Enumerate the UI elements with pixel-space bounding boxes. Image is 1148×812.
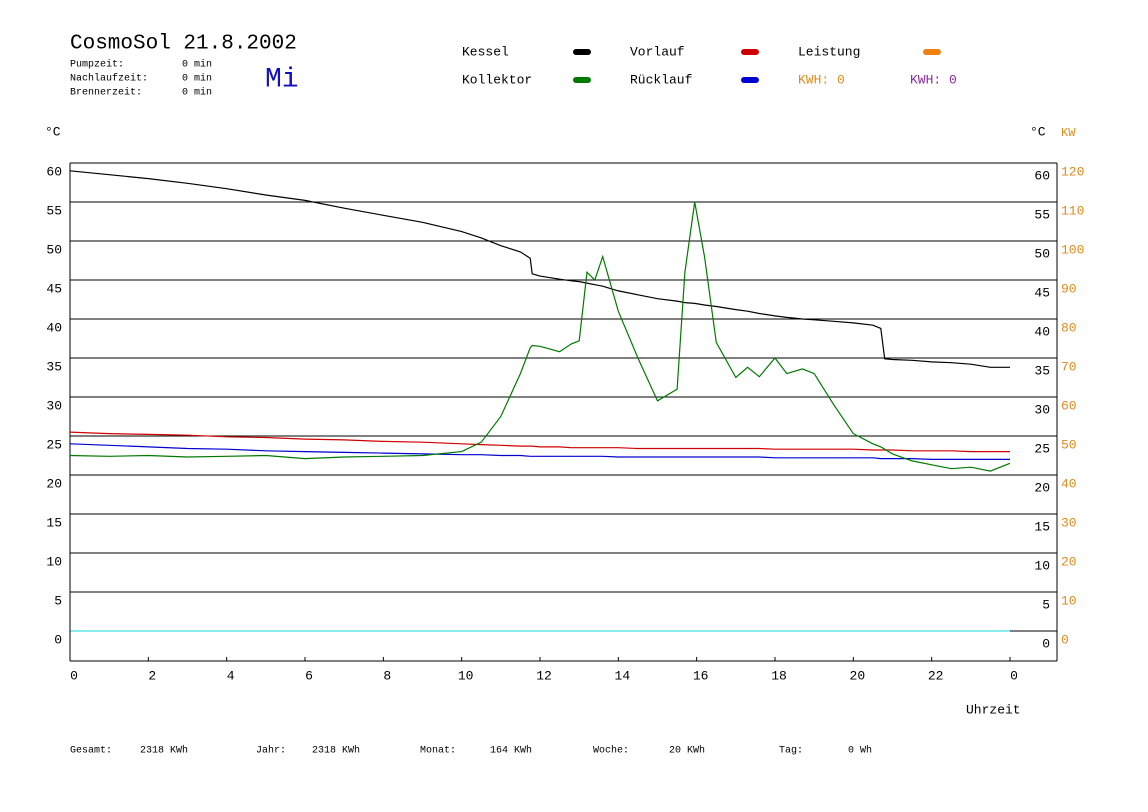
- footer-label: Jahr:: [256, 745, 286, 757]
- y-tick-label: 5: [54, 593, 62, 608]
- footer-label: Tag:: [779, 746, 803, 757]
- y-tick-label: 50: [46, 242, 62, 257]
- y2-tick-label: 0: [1061, 632, 1069, 647]
- series-line: [69, 170, 1010, 368]
- legend-label: Rücklauf: [630, 72, 692, 87]
- stat-label: Nachlaufzeit:: [70, 73, 148, 85]
- chart-title: CosmoSol 21.8.2002: [70, 33, 297, 56]
- x-tick-label: 2: [148, 668, 156, 683]
- footer-value: 2318 KWh: [312, 745, 360, 757]
- y2-tick-label: 50: [1061, 437, 1077, 452]
- x-tick-label: 0: [70, 668, 78, 683]
- kwh-label: KWH: 0: [798, 72, 845, 87]
- x-tick-label: 10: [458, 668, 474, 683]
- y-tick-label-right: 35: [1034, 363, 1050, 378]
- footer-label: Woche:: [593, 745, 629, 757]
- y-tick-label-right: 45: [1034, 285, 1050, 300]
- y2-tick-label: 110: [1061, 203, 1084, 218]
- y-tick-label-right: 20: [1034, 480, 1050, 495]
- legend-label: Kollektor: [462, 72, 532, 87]
- stat-label: Brennerzeit:: [70, 87, 142, 99]
- footer-label: Monat:: [420, 746, 456, 757]
- kwh-label: KWH: 0: [910, 72, 957, 87]
- x-axis-label: Uhrzeit: [966, 702, 1021, 717]
- x-tick-label: 6: [305, 668, 313, 683]
- y-tick-label-right: 30: [1034, 402, 1050, 417]
- x-tick-label: 0: [1010, 668, 1018, 683]
- x-tick-label: 20: [850, 668, 866, 683]
- footer-label: Gesamt:: [70, 746, 112, 757]
- legend-label: Leistung: [798, 44, 860, 59]
- y-tick-label: 35: [46, 359, 62, 374]
- y-tick-label: 40: [46, 320, 62, 335]
- x-tick-label: 16: [693, 668, 709, 683]
- y2-tick-label: 70: [1061, 359, 1077, 374]
- stat-value: 0 min: [182, 59, 212, 71]
- y-tick-label: 10: [46, 554, 62, 569]
- footer-value: 20 KWh: [669, 745, 705, 757]
- series-line: [69, 443, 1010, 460]
- y2-tick-label: 90: [1061, 281, 1077, 296]
- legend-label: Vorlauf: [630, 44, 685, 59]
- footer-value: 2318 KWh: [140, 745, 188, 757]
- y-axis-unit: °C: [45, 124, 61, 139]
- y-tick-label: 20: [46, 476, 62, 491]
- y-tick-label-right: 60: [1034, 168, 1050, 183]
- series-line: [69, 431, 1010, 453]
- y-tick-label-right: 5: [1042, 597, 1050, 612]
- y-tick-label-right: 55: [1034, 207, 1050, 222]
- x-tick-label: 18: [771, 668, 787, 683]
- legend-label: Kessel: [462, 44, 509, 59]
- x-tick-label: 8: [383, 668, 391, 683]
- y2-tick-label: 20: [1061, 554, 1077, 569]
- y-tick-label-right: 40: [1034, 324, 1050, 339]
- y-tick-label: 25: [46, 437, 62, 452]
- y-tick-label: 60: [46, 164, 62, 179]
- stat-value: 0 min: [182, 87, 212, 99]
- y2-tick-label: 40: [1061, 476, 1077, 491]
- footer-value: 0 Wh: [848, 745, 872, 757]
- y-tick-label: 45: [46, 281, 62, 296]
- y-tick-label-right: 50: [1034, 246, 1050, 261]
- y-tick-label-right: 25: [1034, 441, 1050, 456]
- y-tick-label: 0: [54, 632, 62, 647]
- y2-tick-label: 120: [1061, 164, 1084, 179]
- y-tick-label: 55: [46, 203, 62, 218]
- footer-value: 164 KWh: [490, 745, 532, 757]
- y2-axis-unit: KW: [1061, 126, 1076, 140]
- stat-value: 0 min: [182, 73, 212, 85]
- weekday: Mi: [265, 64, 299, 95]
- y-tick-label: 30: [46, 398, 62, 413]
- y2-tick-label: 10: [1061, 593, 1077, 608]
- x-tick-label: 4: [227, 668, 235, 683]
- y-axis-unit-right: °C: [1030, 124, 1046, 139]
- x-tick-label: 22: [928, 668, 944, 683]
- y-tick-label-right: 15: [1034, 519, 1050, 534]
- y2-tick-label: 80: [1061, 320, 1077, 335]
- y-tick-label: 15: [46, 515, 62, 530]
- y2-tick-label: 100: [1061, 242, 1084, 257]
- x-tick-label: 12: [536, 668, 552, 683]
- y-tick-label-right: 10: [1034, 558, 1050, 573]
- series-line: [69, 201, 1011, 472]
- stat-label: Pumpzeit:: [70, 59, 124, 71]
- y2-tick-label: 30: [1061, 515, 1077, 530]
- y-tick-label-right: 0: [1042, 636, 1050, 651]
- y2-tick-label: 60: [1061, 398, 1077, 413]
- x-tick-label: 14: [615, 668, 631, 683]
